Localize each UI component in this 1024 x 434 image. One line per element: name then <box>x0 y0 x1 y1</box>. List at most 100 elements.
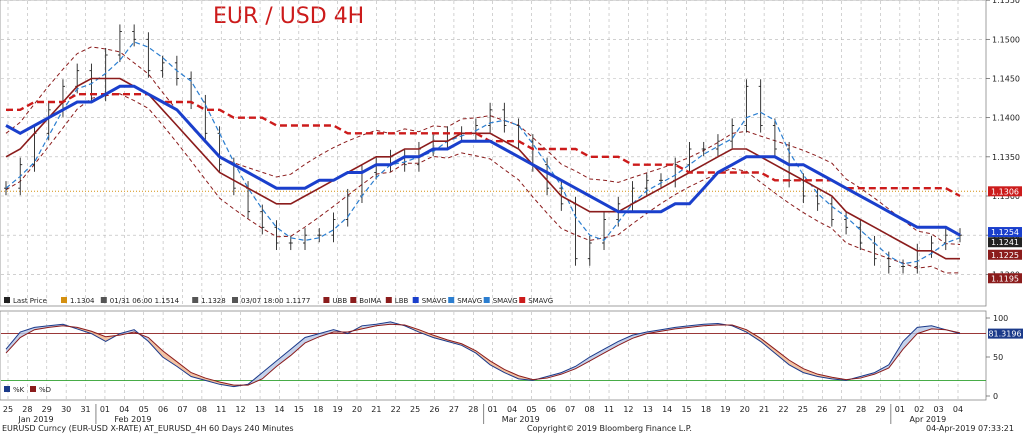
x-tick-label: 21 <box>371 405 381 414</box>
legend-swatch <box>232 297 238 303</box>
x-tick-label: 13 <box>643 405 653 414</box>
stoch-layer <box>1 321 986 388</box>
x-tick-label: 20 <box>352 405 362 414</box>
x-tick-label: 20 <box>740 405 750 414</box>
legend-swatch <box>350 297 357 303</box>
axes-layer: 25 28 29 30 31 01 04 05 06 07 08 11 12 13 14 15 18 19 20 21… <box>3 0 1023 424</box>
price-badge-label: 1.1306 <box>991 187 1019 196</box>
x-tick-label: 12 <box>623 405 633 414</box>
chart-title: EUR / USD 4H <box>213 4 364 29</box>
x-tick-label: 12 <box>236 405 246 414</box>
stoch-fill <box>290 337 306 356</box>
footer-center: Copyright© 2019 Bloomberg Finance L.P. <box>527 424 692 433</box>
x-tick-label: 28 <box>22 405 32 414</box>
stoch-legend-label: %K <box>13 386 25 394</box>
x-tick-label: 03 <box>934 405 944 414</box>
stoch-fill <box>6 332 21 354</box>
price-badge <box>988 186 1022 197</box>
footer-right: 04-Apr-2019 07:33:21 <box>926 424 1014 433</box>
legend-layer: Last Price 1.1304 01/31 06:00 1.1514 1.1328… <box>4 297 553 394</box>
price-badge <box>988 249 1022 260</box>
stoch-fill <box>604 341 619 354</box>
legend-label: UBB <box>332 297 347 305</box>
legend-swatch <box>4 297 10 303</box>
price-badge <box>988 227 1022 238</box>
y-tick-label: 1.1300 <box>992 192 1020 201</box>
stoch-k-line <box>5 321 961 388</box>
x-tick-label: 22 <box>778 405 788 414</box>
x-tick-label: 04 <box>119 405 129 414</box>
grid-layer <box>1 0 986 399</box>
stoch-fill <box>803 368 818 377</box>
stoch-fill <box>774 349 790 365</box>
stoch-fill <box>91 331 106 342</box>
legend-label: 01/31 06:00 1.1514 <box>110 297 180 305</box>
stoch-fill <box>917 325 932 334</box>
legend-label: BoIMA <box>359 297 381 305</box>
y-tick-label: 1.1550 <box>992 0 1020 5</box>
stoch-panel-frame <box>0 310 987 401</box>
x-tick-label: 13 <box>255 405 265 414</box>
x-tick-label: 01 <box>488 405 498 414</box>
legend-label: 03/07 18:00 1.1177 <box>241 297 310 305</box>
legend-swatch <box>483 297 490 303</box>
x-tick-label: 25 <box>410 405 420 414</box>
stoch-fill <box>418 329 434 338</box>
legend-label: Last Price <box>13 297 47 305</box>
x-tick-label: 25 <box>3 405 13 414</box>
lower-bollinger-band <box>5 93 961 274</box>
stoch-fill <box>276 349 291 367</box>
x-tick-label: 18 <box>313 405 323 414</box>
upper-bollinger-band <box>5 46 961 245</box>
x-tick-label: 05 <box>139 405 149 414</box>
x-tick-label: 26 <box>429 405 439 414</box>
legend-label: SMAVG <box>528 297 553 305</box>
x-tick-label: 19 <box>720 405 730 414</box>
y-tick-label: 1.1500 <box>992 35 1020 44</box>
legend-label: 1.1328 <box>201 297 226 305</box>
x-tick-label: 06 <box>158 405 168 414</box>
x-tick-label: 21 <box>759 405 769 414</box>
month-label: Mar 2019 <box>502 415 540 424</box>
legend-label: SMAVG <box>422 297 447 305</box>
price-badge-label: 1.1225 <box>991 251 1019 260</box>
stoch-fill <box>589 349 605 361</box>
legend-swatch <box>412 297 419 303</box>
stoch-fill <box>305 333 320 343</box>
x-tick-label: 11 <box>216 405 226 414</box>
stoch-legend-label: %D <box>39 386 51 394</box>
x-tick-label: 29 <box>42 405 52 414</box>
x-tick-label: 22 <box>391 405 401 414</box>
x-tick-label: 15 <box>681 405 691 414</box>
x-tick-label: 07 <box>565 405 575 414</box>
x-tick-label: 27 <box>449 405 459 414</box>
stoch-fill <box>205 378 220 385</box>
x-tick-label: 08 <box>585 405 595 414</box>
legend-label: 1.1304 <box>70 297 95 305</box>
x-tick-label: 28 <box>856 405 866 414</box>
stoch-fill <box>262 360 277 379</box>
stoch-fill <box>490 360 505 373</box>
stoch-fill <box>105 333 120 342</box>
stoch-fill <box>618 335 633 346</box>
legend-label: SMAVG <box>493 297 518 305</box>
x-tick-label: 30 <box>61 405 71 414</box>
x-tick-label: 02 <box>914 405 924 414</box>
stoch-y-tick-label: 100 <box>993 314 1008 323</box>
x-tick-label: 04 <box>953 405 963 414</box>
legend-label: LBB <box>395 297 409 305</box>
legend-swatch <box>448 297 455 303</box>
mid-sma-line <box>5 84 961 237</box>
stoch-fill <box>148 337 163 357</box>
stoch-legend-swatch <box>4 386 10 392</box>
stoch-fill <box>319 329 334 337</box>
stoch-fill <box>789 360 804 373</box>
x-tick-label: 25 <box>798 405 808 414</box>
x-tick-label: 19 <box>332 405 342 414</box>
x-tick-label: 05 <box>526 405 536 414</box>
x-tick-label: 06 <box>546 405 556 414</box>
y-tick-label: 1.1350 <box>992 153 1020 162</box>
x-tick-label: 01 <box>895 405 905 414</box>
month-label: Apr 2019 <box>909 415 946 424</box>
